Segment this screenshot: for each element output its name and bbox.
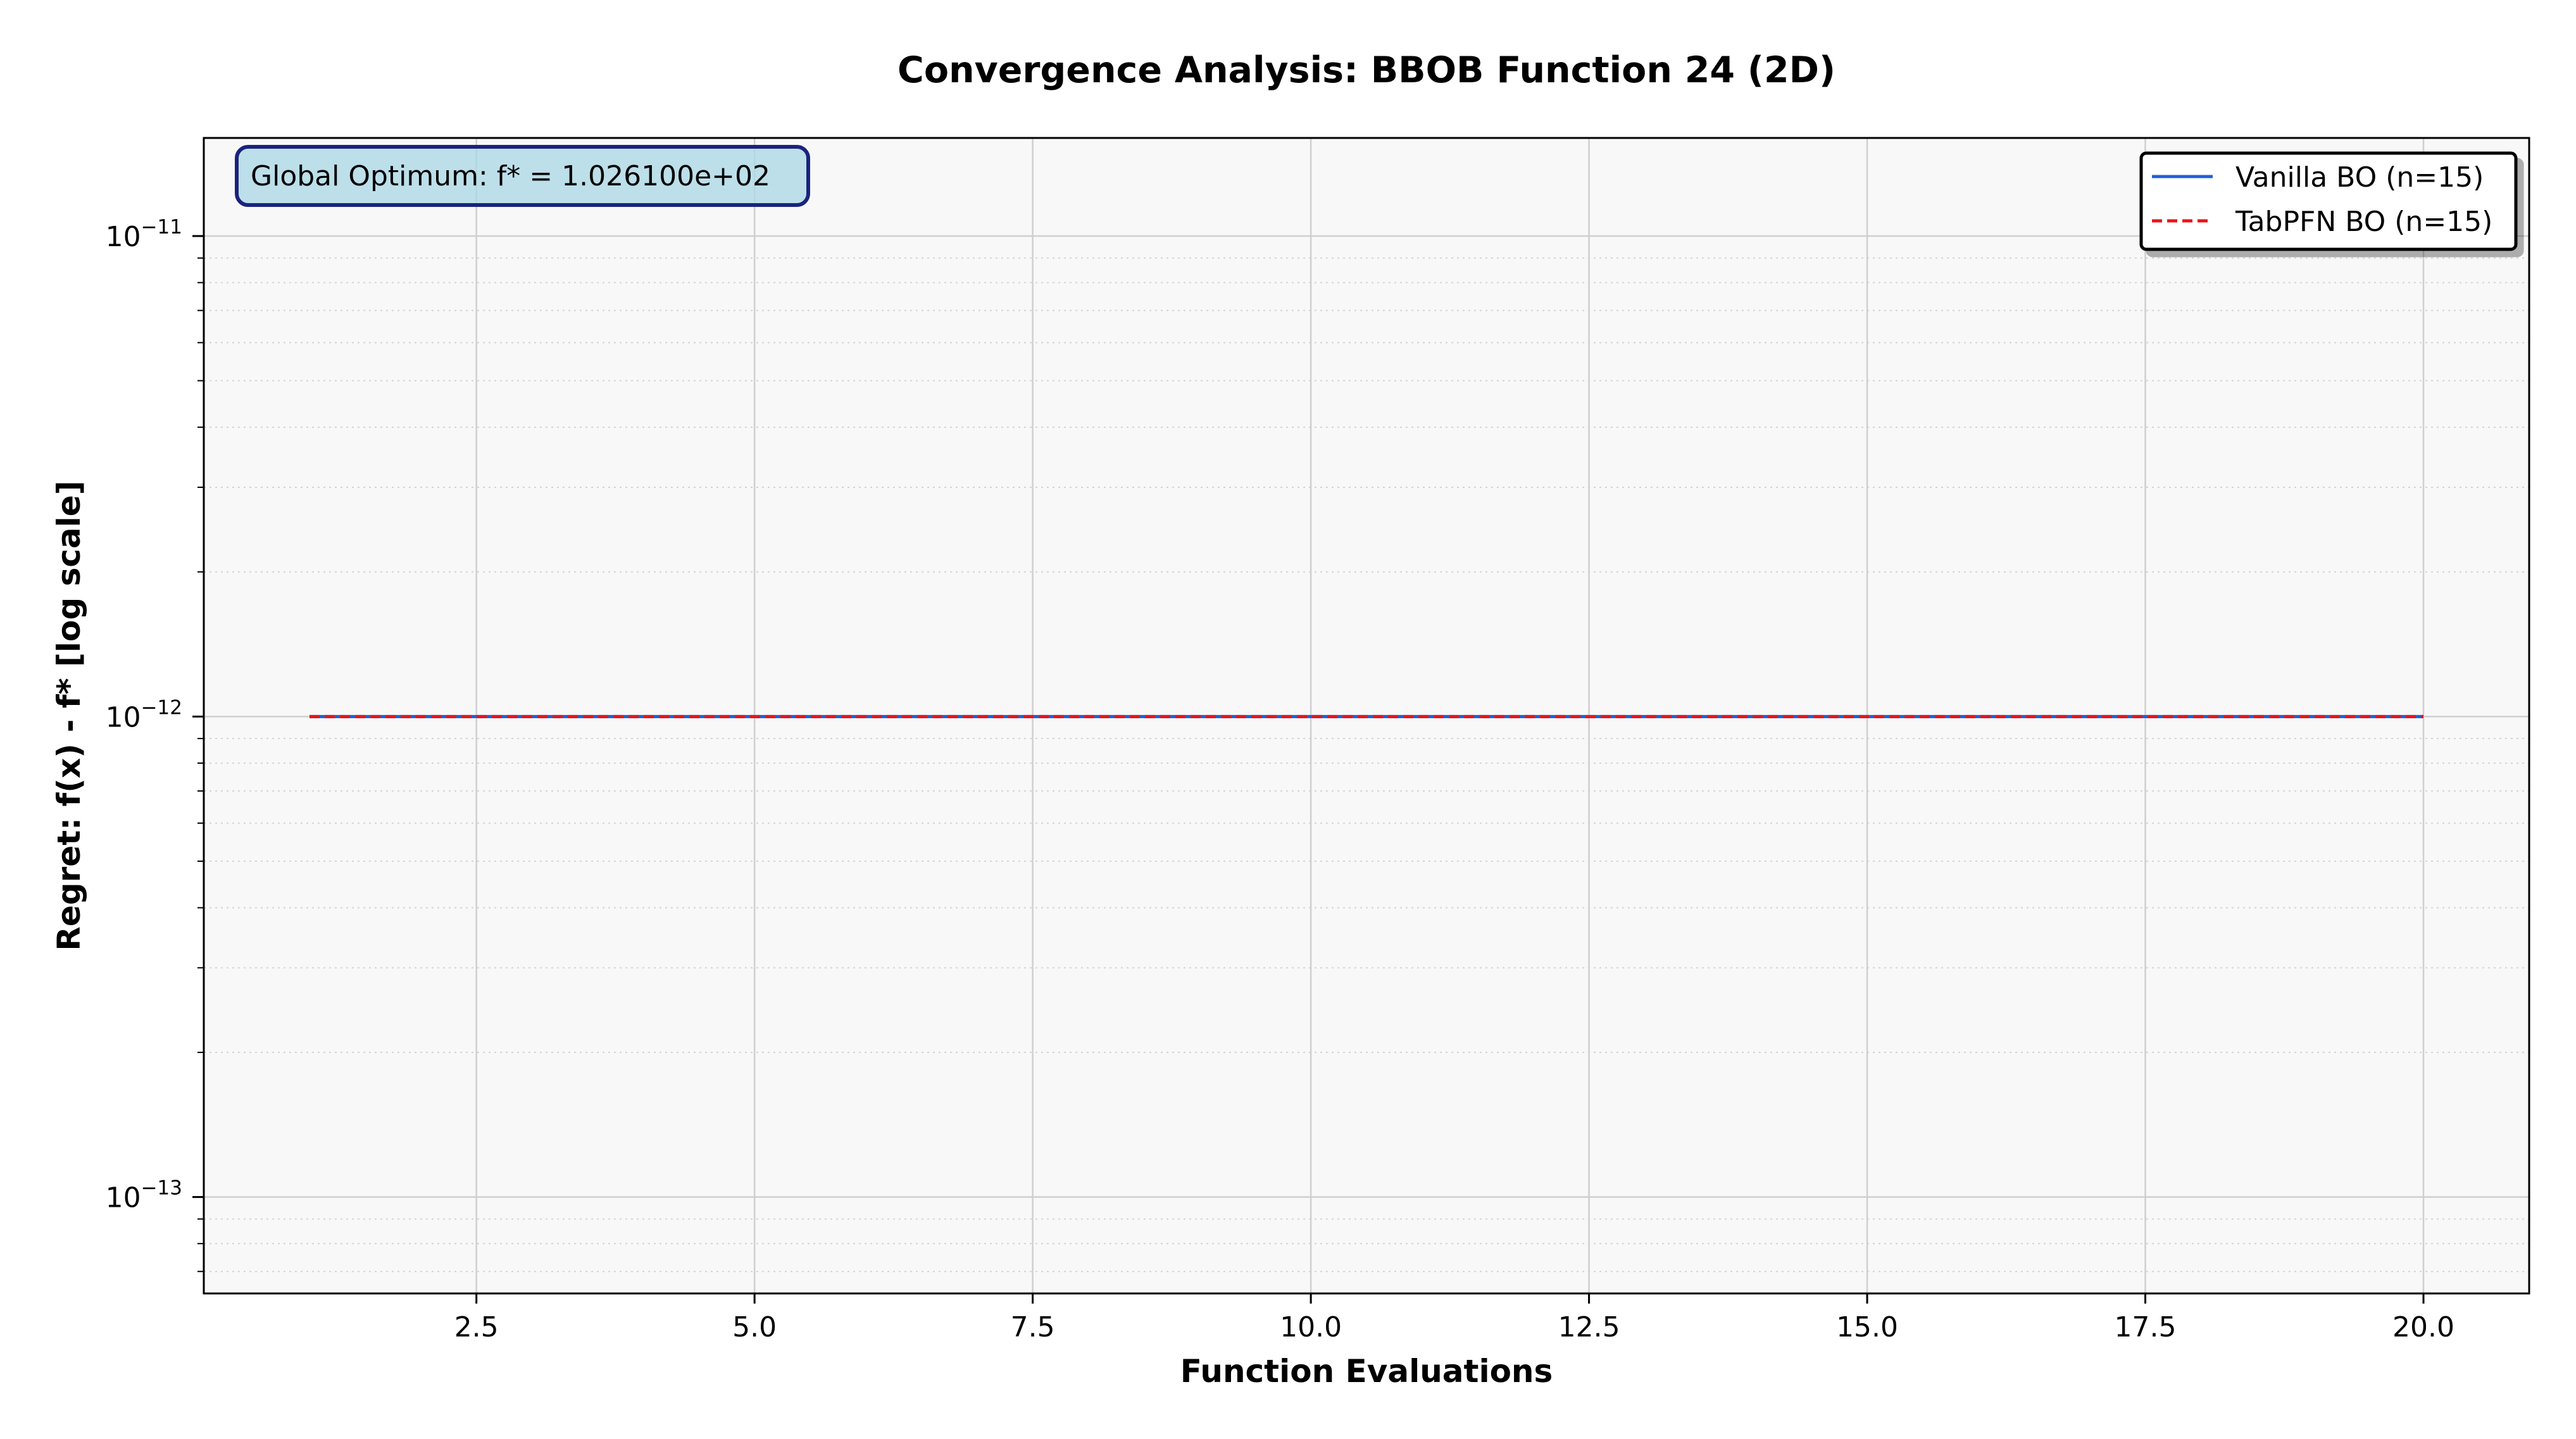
- x-tick-label: 12.5: [1558, 1311, 1620, 1343]
- x-tick-label: 17.5: [2115, 1311, 2177, 1343]
- chart-title: Convergence Analysis: BBOB Function 24 (…: [897, 49, 1835, 91]
- x-tick-label: 10.0: [1280, 1311, 1342, 1343]
- x-axis-label: Function Evaluations: [1180, 1353, 1553, 1390]
- legend-label-1: Vanilla BO (n=15): [2235, 161, 2484, 194]
- annotation-box: Global Optimum: f* = 1.026100e+02: [235, 145, 810, 207]
- minor-grid: [204, 257, 2529, 1273]
- x-axis: 2.5 5.0 7.5 10.0 12.5 15.0 17.5 20.0: [454, 1293, 2454, 1343]
- x-tick-label: 5.0: [732, 1311, 777, 1343]
- x-tick-label: 7.5: [1011, 1311, 1055, 1343]
- x-tick-label: 2.5: [454, 1311, 499, 1343]
- y-axis: 10−13 10−12 10−11: [106, 216, 204, 1273]
- legend-label-2: TabPFN BO (n=15): [2235, 206, 2492, 238]
- y-axis-label: Regret: f(x) - f* [log scale]: [51, 480, 87, 950]
- global-optimum-annotation: Global Optimum: f* = 1.026100e+02: [251, 160, 770, 192]
- legend: Vanilla BO (n=15) TabPFN BO (n=15): [2139, 151, 2518, 251]
- y-tick-label: 10−11: [106, 216, 182, 253]
- legend-box: [2139, 151, 2518, 251]
- y-tick-label: 10−12: [106, 696, 182, 733]
- x-tick-label: 20.0: [2392, 1311, 2454, 1343]
- x-tick-label: 15.0: [1836, 1311, 1898, 1343]
- y-tick-label: 10−13: [106, 1177, 182, 1214]
